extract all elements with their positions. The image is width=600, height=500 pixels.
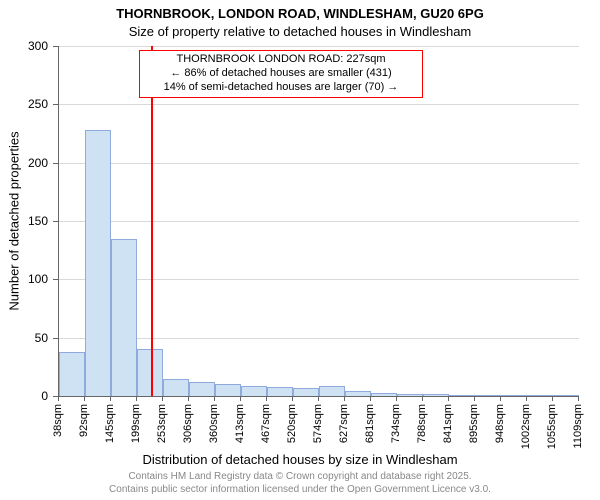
x-tick-label: 627sqm <box>338 404 350 454</box>
x-tick-label: 253sqm <box>156 404 168 454</box>
x-tick-mark <box>344 396 345 401</box>
x-tick-label: 306sqm <box>182 404 194 454</box>
x-tick-mark <box>552 396 553 401</box>
x-tick-label: 948sqm <box>494 404 506 454</box>
gridline <box>59 163 579 164</box>
annotation-line-2: ← 86% of detached houses are smaller (43… <box>146 67 416 81</box>
histogram-bar <box>319 386 345 397</box>
chart-subtitle: Size of property relative to detached ho… <box>0 24 600 39</box>
histogram-bar <box>527 395 553 396</box>
x-tick-mark <box>578 396 579 401</box>
x-tick-mark <box>136 396 137 401</box>
histogram-bar <box>85 130 111 396</box>
x-tick-mark <box>188 396 189 401</box>
x-tick-label: 145sqm <box>104 404 116 454</box>
x-tick-mark <box>214 396 215 401</box>
histogram-bar <box>111 239 137 397</box>
x-tick-mark <box>448 396 449 401</box>
x-tick-mark <box>370 396 371 401</box>
histogram-bar <box>397 394 423 396</box>
x-tick-mark <box>84 396 85 401</box>
x-tick-mark <box>396 396 397 401</box>
annotation-line-3: 14% of semi-detached houses are larger (… <box>146 81 416 95</box>
y-tick-label: 250 <box>0 97 48 111</box>
histogram-bar <box>449 395 475 396</box>
x-tick-label: 681sqm <box>364 404 376 454</box>
x-tick-mark <box>162 396 163 401</box>
x-tick-label: 1002sqm <box>520 404 532 454</box>
x-tick-label: 1109sqm <box>572 404 584 454</box>
gridline <box>59 104 579 105</box>
x-tick-label: 413sqm <box>234 404 246 454</box>
chart-title: THORNBROOK, LONDON ROAD, WINDLESHAM, GU2… <box>0 6 600 21</box>
histogram-bar <box>423 394 449 396</box>
annotation-line-1: THORNBROOK LONDON ROAD: 227sqm <box>146 53 416 67</box>
x-tick-mark <box>500 396 501 401</box>
x-tick-mark <box>318 396 319 401</box>
footer-line-1: Contains HM Land Registry data © Crown c… <box>0 470 600 483</box>
histogram-bar <box>475 395 501 396</box>
y-tick-label: 150 <box>0 214 48 228</box>
histogram-bar <box>189 382 215 396</box>
y-tick-label: 50 <box>0 331 48 345</box>
histogram-bar <box>59 352 85 396</box>
x-tick-mark <box>240 396 241 401</box>
x-tick-label: 788sqm <box>416 404 428 454</box>
chart-footer: Contains HM Land Registry data © Crown c… <box>0 470 600 496</box>
x-tick-label: 1055sqm <box>546 404 558 454</box>
x-tick-mark <box>266 396 267 401</box>
plot-area: THORNBROOK LONDON ROAD: 227sqm ← 86% of … <box>58 46 579 397</box>
gridline <box>59 221 579 222</box>
x-tick-label: 734sqm <box>390 404 402 454</box>
x-tick-mark <box>110 396 111 401</box>
x-tick-label: 574sqm <box>312 404 324 454</box>
property-size-chart: THORNBROOK, LONDON ROAD, WINDLESHAM, GU2… <box>0 0 600 500</box>
x-axis-label: Distribution of detached houses by size … <box>0 452 600 467</box>
x-tick-label: 467sqm <box>260 404 272 454</box>
x-tick-mark <box>474 396 475 401</box>
histogram-bar <box>553 395 579 396</box>
x-tick-label: 895sqm <box>468 404 480 454</box>
footer-line-2: Contains public sector information licen… <box>0 483 600 496</box>
gridline <box>59 46 579 47</box>
x-tick-label: 92sqm <box>78 404 90 454</box>
histogram-bar <box>163 379 189 397</box>
y-tick-label: 300 <box>0 39 48 53</box>
x-tick-label: 360sqm <box>208 404 220 454</box>
x-tick-mark <box>422 396 423 401</box>
histogram-bar <box>371 393 397 397</box>
x-tick-mark <box>58 396 59 401</box>
y-tick-label: 100 <box>0 272 48 286</box>
histogram-bar <box>267 387 293 396</box>
x-tick-label: 38sqm <box>52 404 64 454</box>
x-tick-label: 199sqm <box>130 404 142 454</box>
property-marker-line <box>151 46 153 396</box>
x-tick-mark <box>526 396 527 401</box>
x-tick-label: 520sqm <box>286 404 298 454</box>
x-tick-mark <box>292 396 293 401</box>
property-annotation-box: THORNBROOK LONDON ROAD: 227sqm ← 86% of … <box>139 50 423 98</box>
histogram-bar <box>241 386 267 397</box>
histogram-bar <box>215 384 241 396</box>
histogram-bar <box>345 391 371 396</box>
y-tick-label: 200 <box>0 156 48 170</box>
histogram-bar <box>501 395 527 396</box>
y-tick-label: 0 <box>0 389 48 403</box>
x-tick-label: 841sqm <box>442 404 454 454</box>
histogram-bar <box>293 388 319 396</box>
